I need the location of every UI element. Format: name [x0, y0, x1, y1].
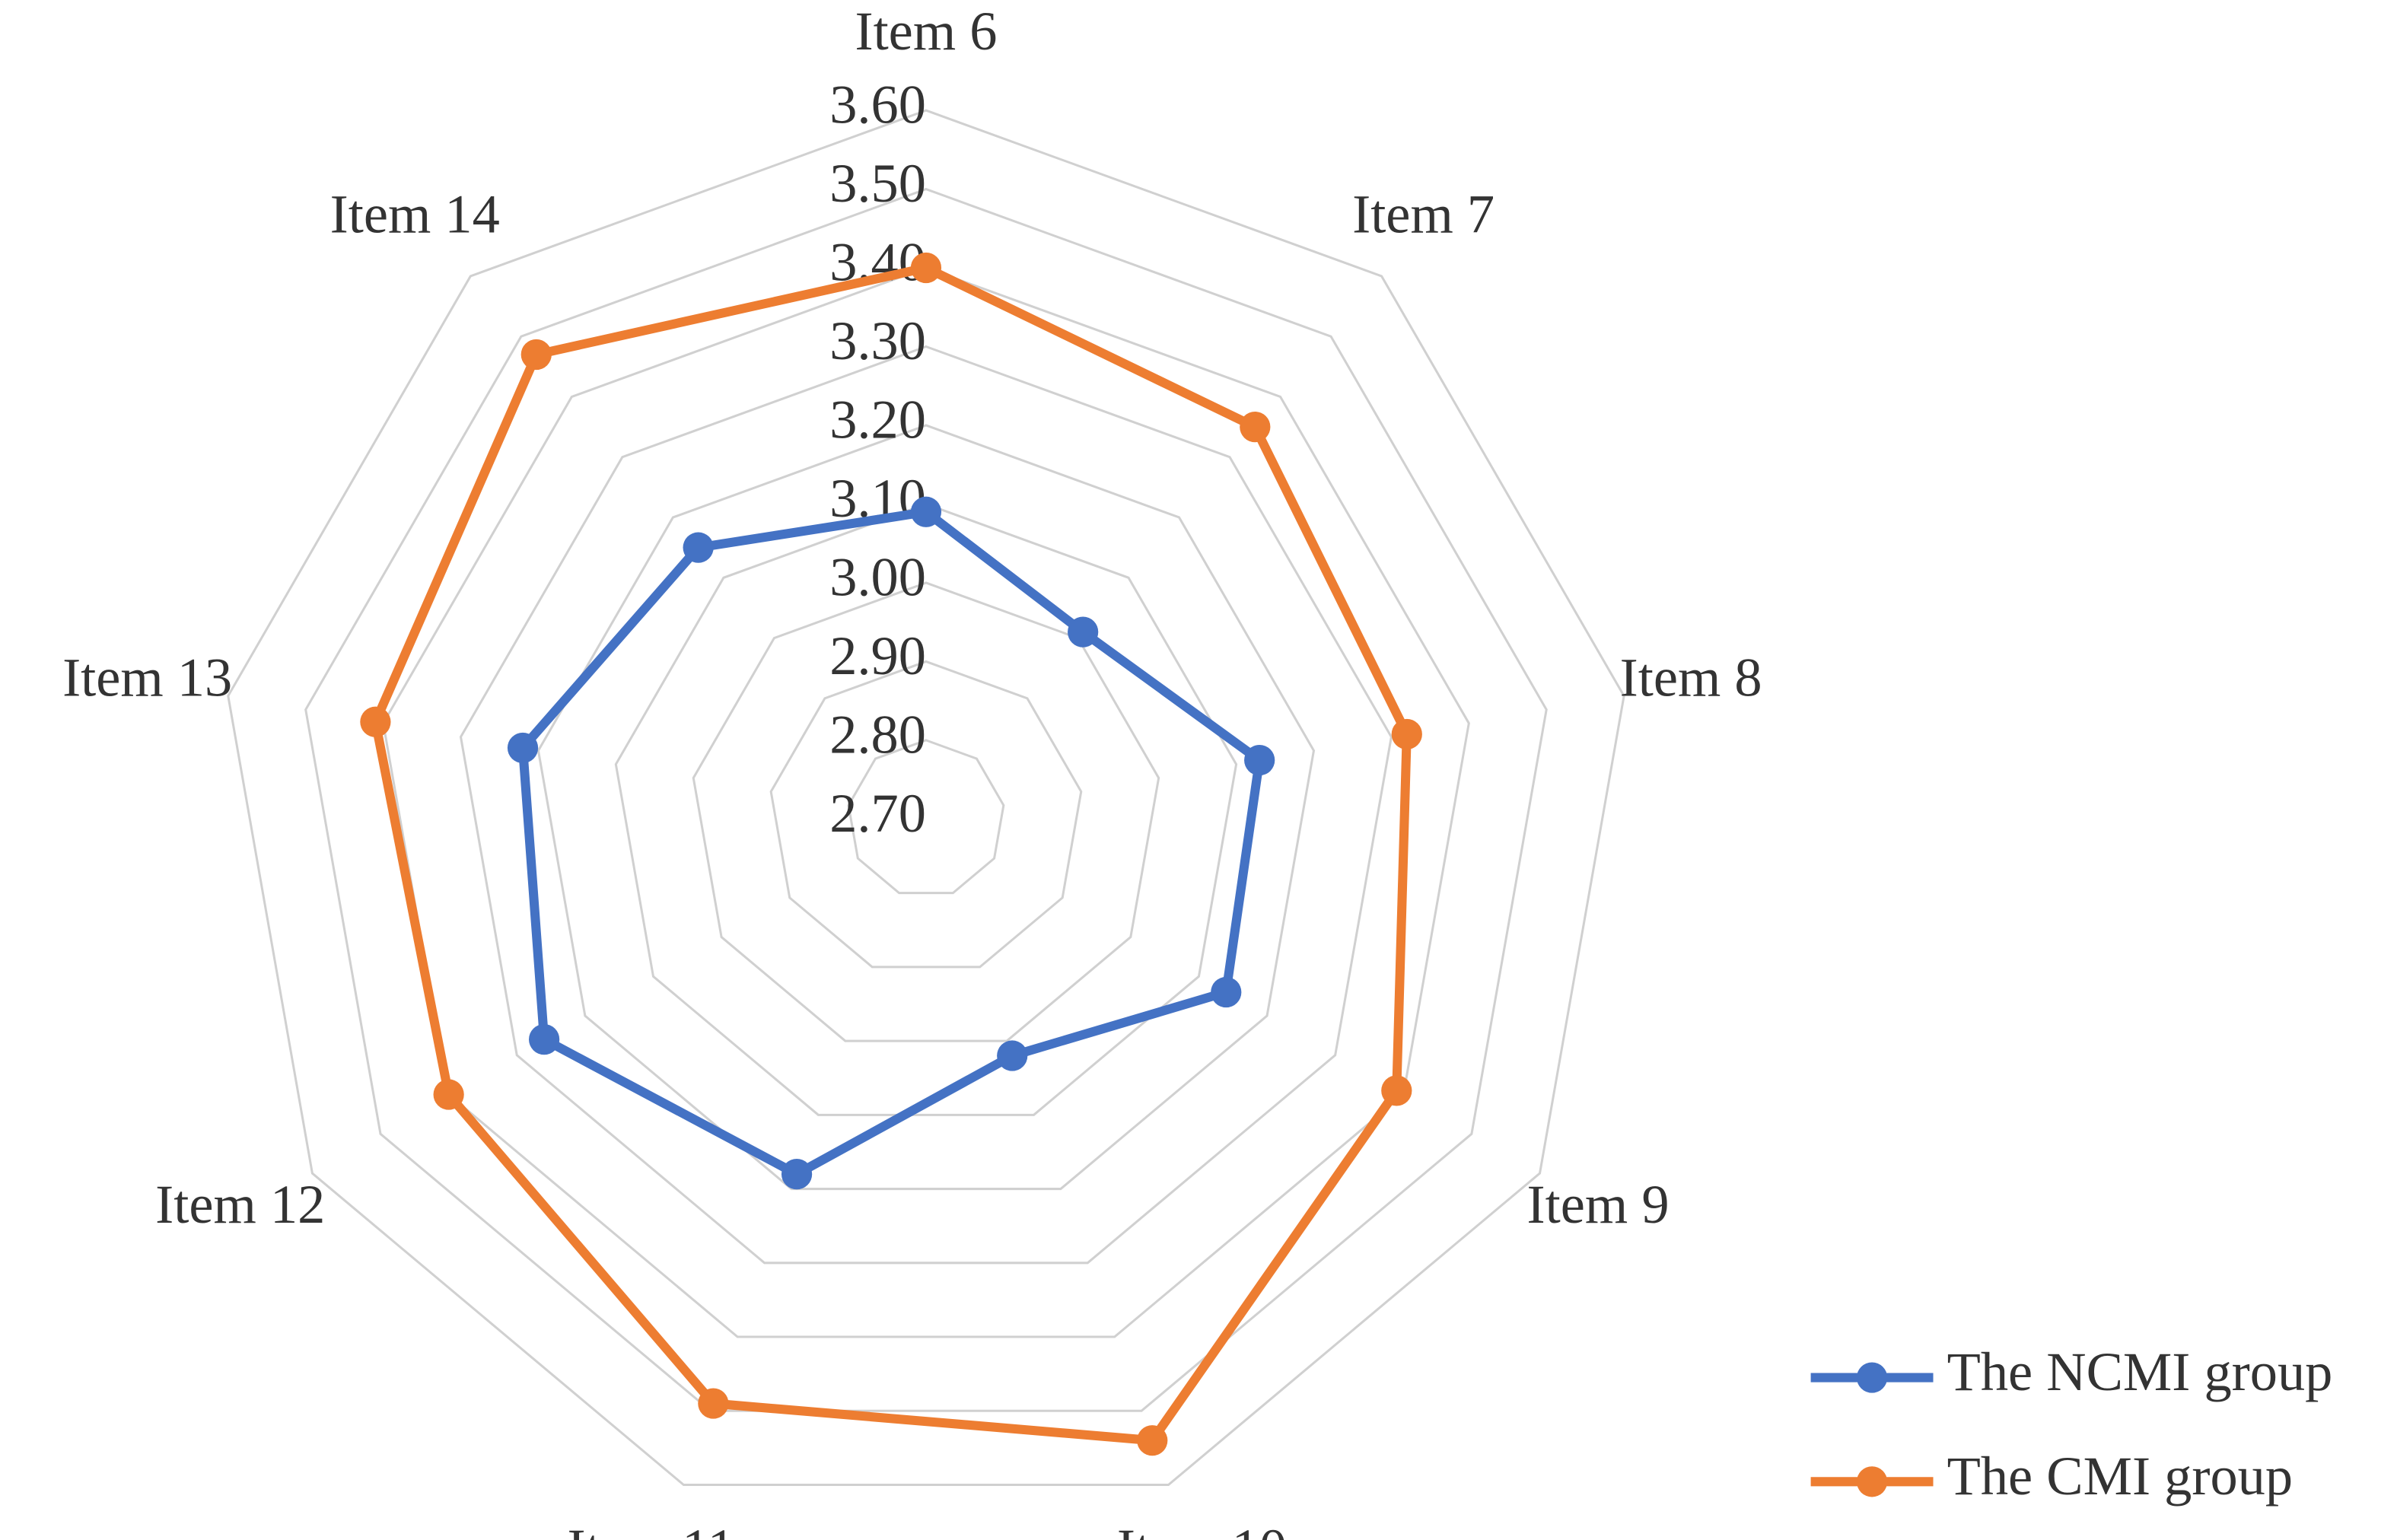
legend-marker	[1856, 1362, 1888, 1393]
grid-ring	[382, 266, 1470, 1338]
series-point	[1068, 616, 1099, 648]
series-point	[520, 339, 552, 371]
series-point	[781, 1159, 813, 1190]
legend-label: The CMI group	[1947, 1445, 2293, 1507]
category-label: Item 11	[567, 1517, 735, 1540]
series-point	[910, 252, 942, 284]
r-tick-label: 3.20	[829, 389, 926, 450]
grid-ring	[769, 660, 1083, 969]
series-point	[1211, 976, 1242, 1008]
series-point	[997, 1040, 1028, 1071]
legend-label: The NCMI group	[1947, 1341, 2333, 1402]
legend-marker	[1856, 1466, 1888, 1497]
series-line	[371, 262, 1412, 1446]
r-tick-label: 2.70	[829, 782, 926, 844]
series-point	[1391, 718, 1422, 750]
grid-ring	[614, 502, 1238, 1116]
series-line	[517, 507, 1265, 1179]
grid-ring	[304, 187, 1548, 1412]
category-label: Item 9	[1527, 1173, 1670, 1235]
category-label: Item 6	[855, 0, 997, 62]
r-tick-label: 3.00	[829, 546, 926, 608]
category-label: Item 7	[1352, 183, 1495, 245]
series-point	[528, 1023, 560, 1055]
series-point	[1137, 1425, 1168, 1456]
grid-ring	[227, 109, 1625, 1487]
series-point	[910, 496, 942, 527]
r-tick-label: 3.30	[829, 310, 926, 371]
category-label: Item 8	[1620, 647, 1762, 708]
series-point	[1244, 744, 1275, 776]
series-point	[507, 732, 539, 764]
r-tick-label: 2.90	[829, 625, 926, 686]
series-point	[683, 532, 714, 563]
category-label: Item 12	[155, 1173, 325, 1235]
series-point	[433, 1079, 464, 1110]
series-point	[1381, 1075, 1412, 1106]
grid-ring	[847, 739, 1005, 895]
grid-ring	[459, 345, 1393, 1265]
series-point	[698, 1388, 729, 1419]
r-tick-label: 2.80	[829, 704, 926, 765]
category-label: Item 13	[62, 647, 232, 708]
r-tick-label: 3.60	[829, 74, 926, 135]
category-label: Item 10	[1117, 1517, 1287, 1540]
r-tick-label: 3.50	[829, 152, 926, 214]
series-point	[360, 706, 391, 737]
series-point	[1240, 411, 1271, 443]
category-label: Item 14	[330, 183, 500, 245]
grid-ring	[536, 424, 1316, 1191]
grid-ring	[692, 581, 1160, 1042]
